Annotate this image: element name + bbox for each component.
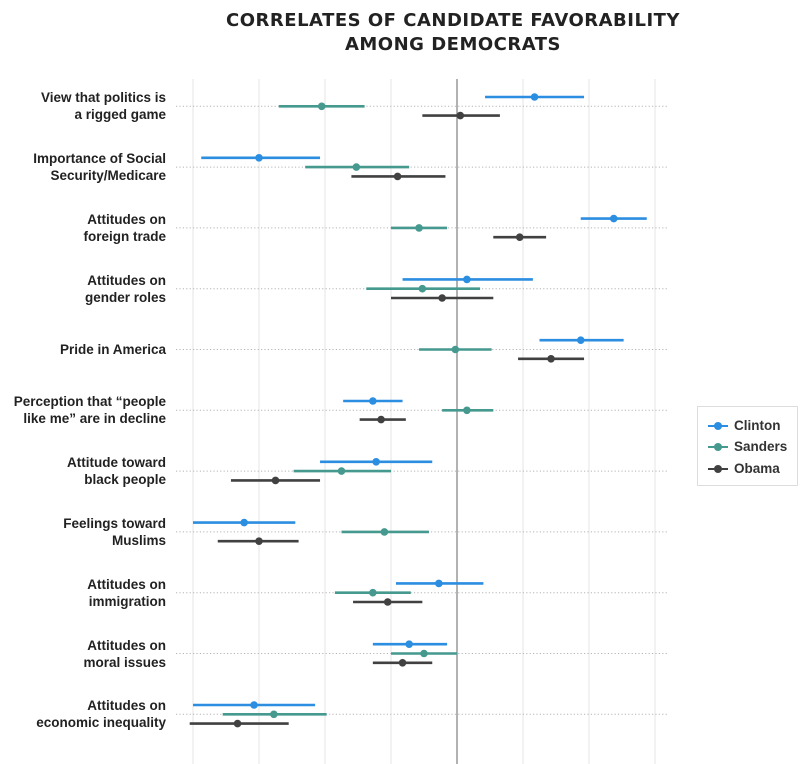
category-label: Attitudes on immigration xyxy=(87,576,166,610)
point-clinton[interactable] xyxy=(530,93,539,101)
point-sanders[interactable] xyxy=(317,102,326,111)
category-label: Pride in America xyxy=(60,341,166,358)
legend-item-clinton[interactable]: Clinton xyxy=(708,418,781,433)
point-sanders[interactable] xyxy=(369,588,377,597)
data-marks xyxy=(189,93,647,728)
category-label: Attitudes on moral issues xyxy=(83,637,166,671)
category-label: Attitude toward black people xyxy=(67,454,166,488)
vertical-gridlines xyxy=(192,79,656,764)
legend-label-clinton: Clinton xyxy=(734,418,781,433)
legend-label-sanders: Sanders xyxy=(734,439,788,454)
point-sanders[interactable] xyxy=(270,710,278,719)
category-label-line: Pride in America xyxy=(59,342,166,357)
category-label-line: Perception that “people xyxy=(13,394,166,410)
category-label: Attitudes on foreign trade xyxy=(83,211,166,245)
category-label-line: a rigged game xyxy=(74,107,166,123)
point-obama[interactable] xyxy=(515,233,524,241)
point-clinton[interactable] xyxy=(576,336,585,345)
legend: Clinton Sanders Obama xyxy=(697,406,798,486)
category-label: Importance of Social Security/Medicare xyxy=(33,150,166,184)
point-sanders[interactable] xyxy=(418,284,427,293)
legend-swatch-obama xyxy=(708,462,728,476)
point-obama[interactable] xyxy=(398,659,407,667)
category-label: Feelings toward Muslims xyxy=(63,515,166,549)
point-obama[interactable] xyxy=(547,355,555,363)
point-obama[interactable] xyxy=(377,415,385,424)
point-sanders[interactable] xyxy=(415,224,423,232)
category-rows xyxy=(176,105,668,715)
point-obama[interactable] xyxy=(271,476,280,485)
point-sanders[interactable] xyxy=(337,467,346,475)
legend-label-obama: Obama xyxy=(734,461,780,476)
category-label-line: Importance of Social xyxy=(33,151,166,167)
category-label-line: foreign trade xyxy=(83,228,166,244)
category-label-line: View that politics is xyxy=(40,90,166,106)
category-label-line: economic inequality xyxy=(36,715,166,731)
category-label-line: black people xyxy=(84,472,166,488)
point-clinton[interactable] xyxy=(463,275,471,284)
point-clinton[interactable] xyxy=(609,214,618,223)
legend-item-obama[interactable]: Obama xyxy=(708,461,780,476)
point-clinton[interactable] xyxy=(369,397,377,405)
category-label-line: Muslims xyxy=(111,532,166,548)
category-label: Attitudes on gender roles xyxy=(85,272,166,306)
point-obama[interactable] xyxy=(383,598,392,606)
point-sanders[interactable] xyxy=(451,345,460,354)
point-sanders[interactable] xyxy=(380,528,389,536)
point-obama[interactable] xyxy=(456,111,465,120)
point-clinton[interactable] xyxy=(250,701,258,709)
category-label-line: Attitudes on xyxy=(87,211,166,227)
category-label-line: Attitudes on xyxy=(87,576,166,592)
category-label: View that politics is a rigged game xyxy=(41,89,166,123)
category-label-line: Attitudes on xyxy=(87,637,166,653)
point-clinton[interactable] xyxy=(405,640,413,648)
point-obama[interactable] xyxy=(255,537,263,545)
point-sanders[interactable] xyxy=(420,649,428,658)
point-clinton[interactable] xyxy=(240,518,248,527)
chart-title-line-2: AMONG DEMOCRATS xyxy=(344,34,562,55)
category-label-line: like me” are in decline xyxy=(23,411,166,427)
point-sanders[interactable] xyxy=(352,163,361,171)
point-clinton[interactable] xyxy=(255,154,263,162)
category-label-line: Feelings toward xyxy=(63,515,166,531)
category-label-line: immigration xyxy=(88,593,166,609)
category-label: Attitudes on economic inequality xyxy=(36,697,166,731)
point-sanders[interactable] xyxy=(463,406,471,415)
point-obama[interactable] xyxy=(393,172,402,181)
category-label-line: gender roles xyxy=(84,289,166,305)
category-label-line: moral issues xyxy=(83,654,166,670)
point-obama[interactable] xyxy=(438,294,446,302)
point-clinton[interactable] xyxy=(372,458,380,466)
legend-swatch-clinton xyxy=(708,419,728,433)
category-label: Perception that “people like me” are in d… xyxy=(14,393,166,427)
chart-title-line-1: CORRELATES OF CANDIDATE FAVORABILITY xyxy=(226,10,680,31)
point-obama[interactable] xyxy=(233,719,242,728)
legend-item-sanders[interactable]: Sanders xyxy=(708,439,787,454)
category-label-line: Attitudes on xyxy=(87,698,166,714)
point-clinton[interactable] xyxy=(435,579,443,588)
legend-swatch-sanders xyxy=(708,440,728,454)
category-label-line: Attitude toward xyxy=(67,455,166,471)
category-label-line: Attitudes on xyxy=(87,272,166,288)
category-label-line: Security/Medicare xyxy=(50,168,166,184)
